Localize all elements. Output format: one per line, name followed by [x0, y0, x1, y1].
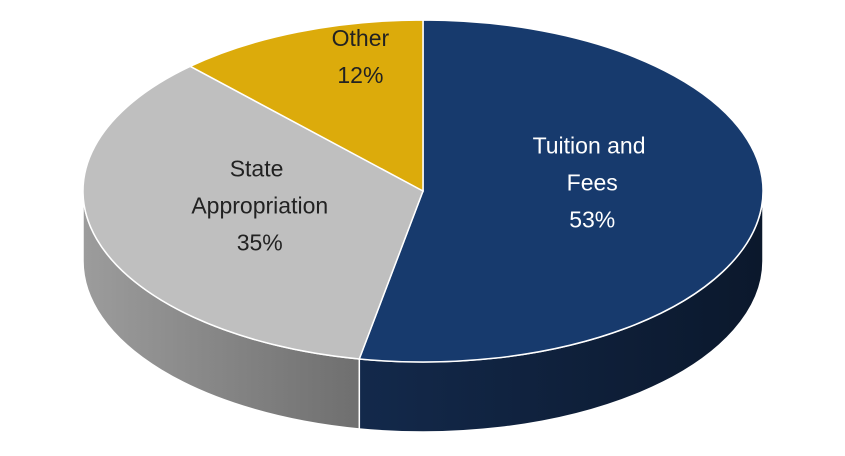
slice — [82, 65, 424, 360]
slice-label: Other — [332, 25, 390, 51]
value-label: 35% — [237, 229, 283, 255]
slice — [188, 19, 424, 193]
slice — [358, 19, 764, 363]
value-label: 53% — [569, 207, 615, 233]
value-label: 12% — [337, 62, 383, 88]
slice-label: State Appropriation — [191, 155, 328, 218]
slice-label: Tuition and Fees — [533, 133, 652, 196]
